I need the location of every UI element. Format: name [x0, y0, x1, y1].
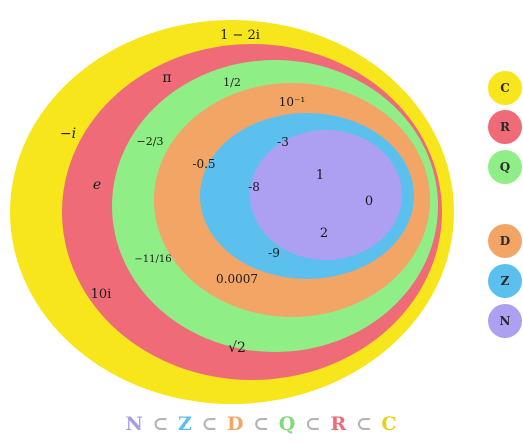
- chain-subset-2: ⊂: [202, 413, 218, 435]
- element-minus-8: -8: [248, 180, 260, 194]
- element-minus-0-5: -0.5: [192, 157, 215, 171]
- chain-set-Q: Q: [279, 413, 296, 435]
- element-1: 1: [316, 168, 324, 183]
- element-minus-9: -9: [268, 246, 280, 260]
- chain-set-C: C: [381, 413, 396, 435]
- legend-N-label: N: [500, 314, 511, 328]
- chain-set-N: N: [125, 413, 142, 435]
- element-0-0007: 0.0007: [216, 272, 258, 286]
- set-N-region: [250, 130, 402, 260]
- element-one-half: 1/2: [223, 76, 241, 89]
- legend-Z-swatch: [488, 264, 522, 298]
- chain-set-Z: Z: [178, 413, 192, 435]
- chain-subset-4: ⊂: [305, 413, 321, 435]
- legend-Z-label: Z: [501, 274, 510, 288]
- element-0: 0: [365, 194, 373, 209]
- legend-C-swatch: [488, 71, 522, 105]
- chain-subset-1: ⊂: [152, 413, 168, 435]
- element-minus-3: -3: [277, 135, 289, 149]
- element-minus-two-thirds: −2/3: [137, 135, 164, 148]
- legend: C R Q D Z N: [488, 71, 522, 338]
- legend-D-label: D: [500, 234, 510, 248]
- legend-N-swatch: [488, 304, 522, 338]
- legend-D-swatch: [488, 224, 522, 258]
- legend-C-label: C: [500, 81, 510, 95]
- inclusion-chain: N ⊂ Z ⊂ D ⊂ Q ⊂ R ⊂ C: [125, 413, 396, 435]
- element-minus-eleven-sixteenths: −11/16: [134, 254, 171, 265]
- chain-set-D: D: [227, 413, 243, 435]
- chain-set-R: R: [330, 413, 346, 435]
- element-2: 2: [320, 226, 328, 241]
- element-one-minus-2i: 1 − 2i: [220, 28, 260, 43]
- legend-R-swatch: [488, 110, 522, 144]
- element-ten-to-minus-one: 10⁻¹: [279, 95, 305, 109]
- element-e: e: [93, 177, 101, 193]
- element-10i: 10i: [91, 287, 112, 302]
- chain-subset-5: ⊂: [356, 413, 372, 435]
- legend-Q-swatch: [488, 150, 522, 184]
- chain-subset-3: ⊂: [253, 413, 269, 435]
- element-pi: π: [162, 70, 171, 86]
- element-minus-i: −i: [60, 126, 76, 142]
- element-sqrt-2: √2: [228, 340, 246, 356]
- legend-Q-label: Q: [500, 160, 510, 174]
- legend-R-label: R: [500, 120, 511, 134]
